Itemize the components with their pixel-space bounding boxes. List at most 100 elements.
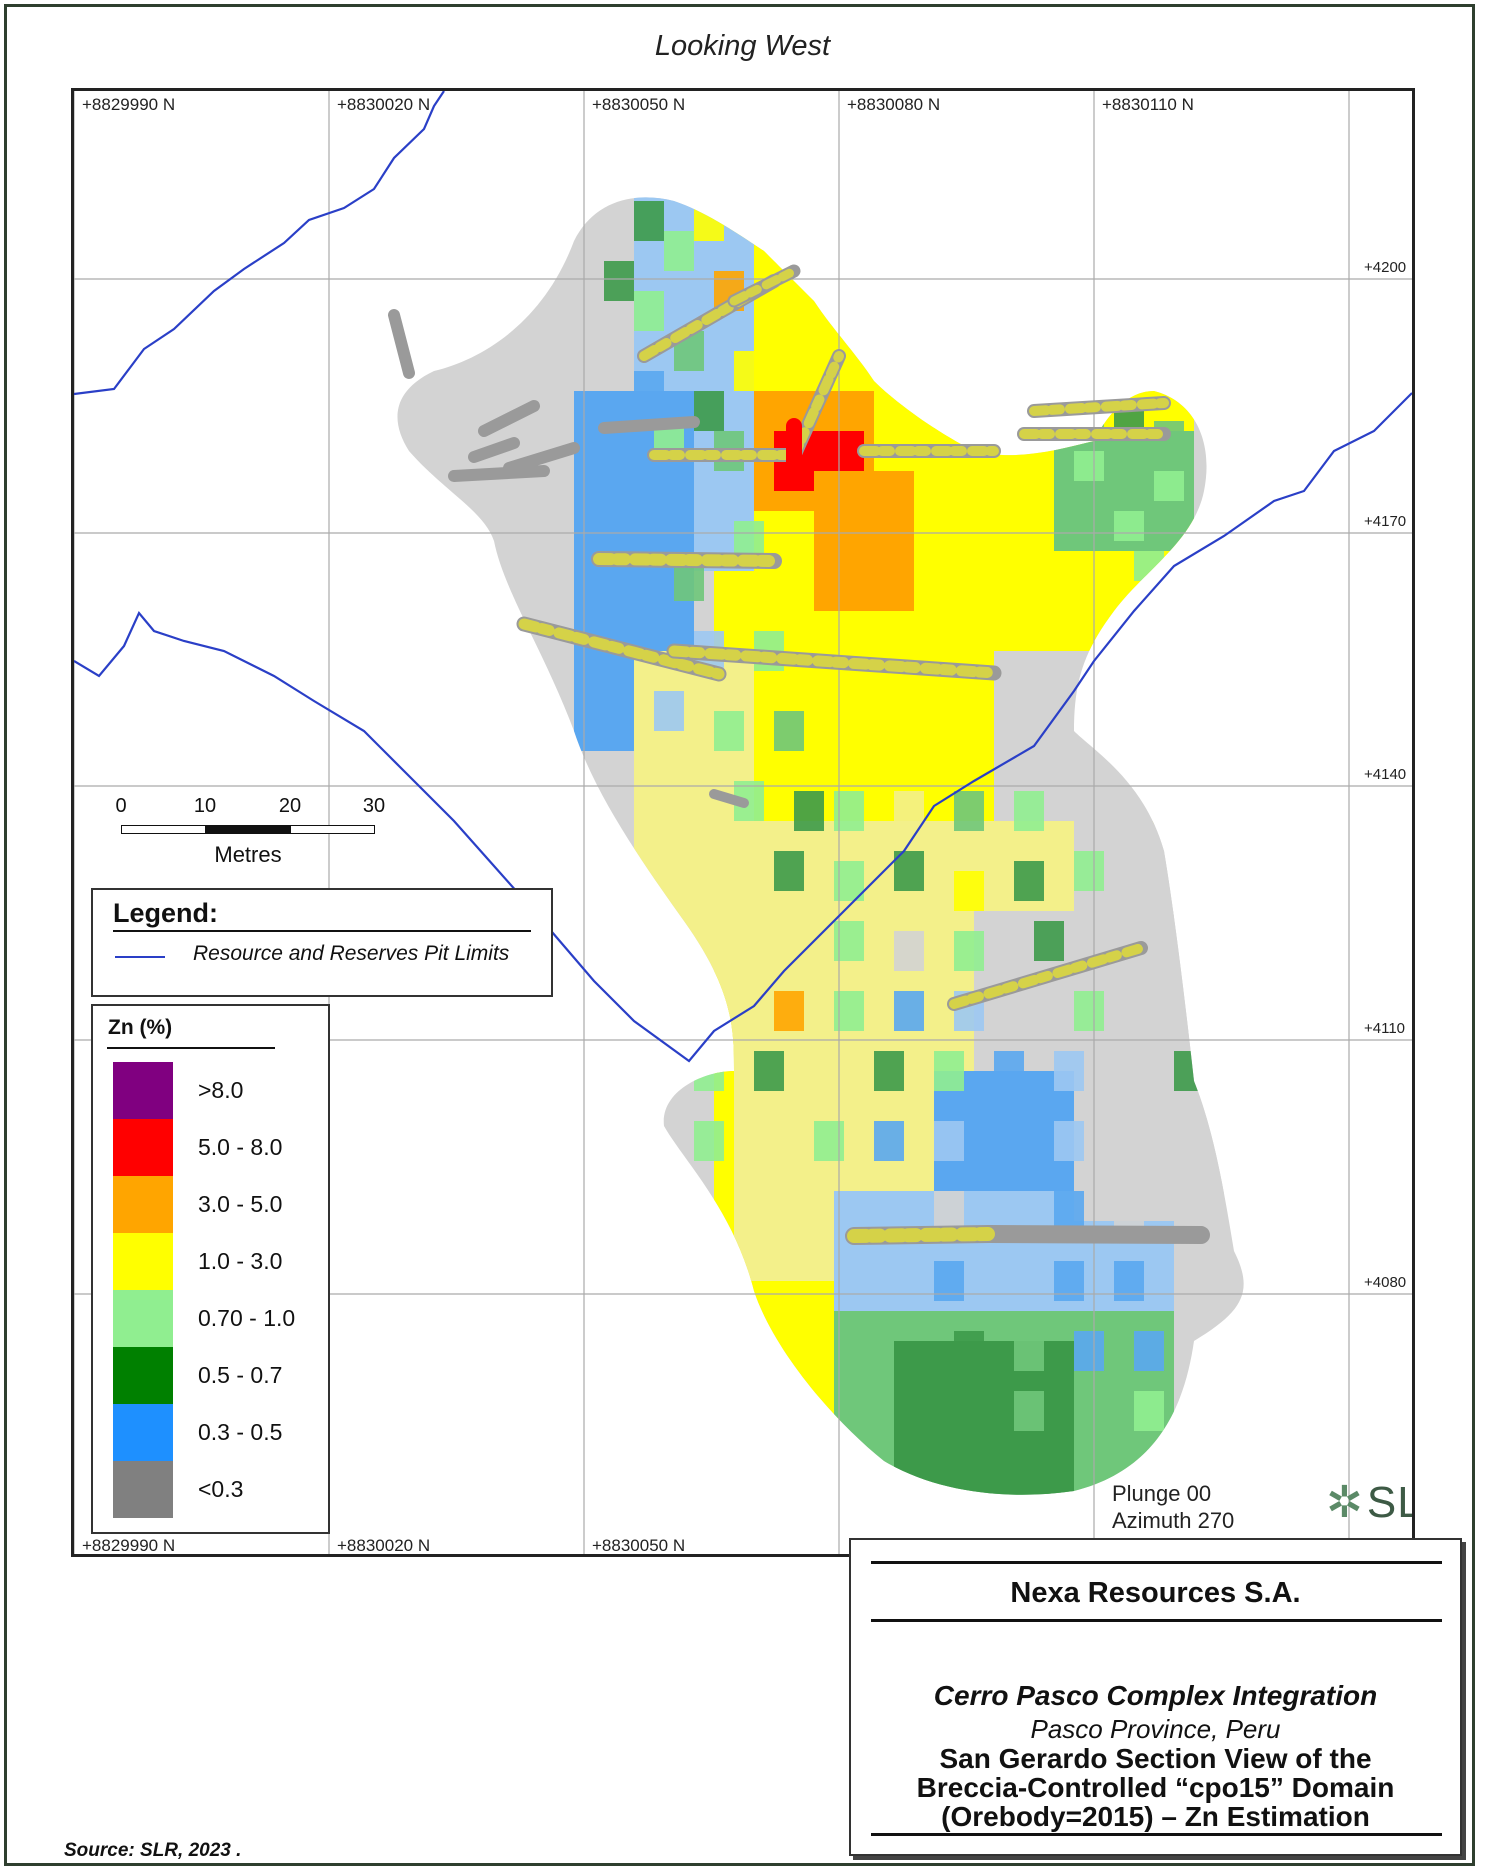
zn-legend-label: 0.5 - 0.7 <box>198 1362 283 1388</box>
zn-grade-legend: Zn (%) >8.0 5.0 - 8.0 3.0 - 5.0 1.0 - 3.0 0.… <box>91 1004 330 1534</box>
plunge-label: Plunge 00 <box>1112 1481 1212 1506</box>
block-cell <box>894 991 924 1031</box>
block-cell <box>774 991 804 1031</box>
block-cell <box>694 1051 724 1091</box>
block-cell <box>934 1191 964 1231</box>
zn-legend-divider <box>107 1047 275 1049</box>
drillhole <box>388 309 415 379</box>
drillhole-assay <box>729 266 799 306</box>
zn-legend-swatch <box>113 1119 173 1176</box>
scale-segment <box>290 825 375 834</box>
block-cell <box>1014 791 1044 831</box>
zn-legend-label: 5.0 - 8.0 <box>198 1134 283 1160</box>
zn-legend-label: >8.0 <box>198 1077 244 1103</box>
title-block-rule <box>871 1561 1442 1564</box>
block-cell <box>994 1261 1024 1301</box>
block-cell <box>954 931 984 971</box>
legend-title: Legend: <box>113 898 218 928</box>
block-cell <box>1114 1121 1144 1161</box>
block-cell <box>1134 1391 1164 1431</box>
pit-limit-lower <box>74 392 1412 1063</box>
zn-legend-swatch <box>113 1347 173 1404</box>
block-cell <box>934 1261 964 1301</box>
zn-legend-label: <0.3 <box>198 1476 244 1502</box>
block-cell <box>1054 1051 1084 1091</box>
zn-legend-label: 0.70 - 1.0 <box>198 1305 296 1331</box>
northing-label: +8830080 N <box>847 95 941 114</box>
figure-frame <box>4 4 1475 1866</box>
northing-label: +8830050 N <box>592 1536 686 1555</box>
block-cell <box>794 791 824 831</box>
block-cell <box>734 351 764 391</box>
zn-legend-label: 1.0 - 3.0 <box>198 1248 283 1274</box>
title-block-rule <box>871 1833 1442 1836</box>
source-note: Source: SLR, 2023 . <box>64 1840 242 1861</box>
block-cell <box>714 711 744 751</box>
scale-tick-label: 0 <box>115 795 127 817</box>
elevation-label: +4110 <box>1364 1020 1406 1037</box>
scale-tick-label: 20 <box>278 795 302 817</box>
drillhole <box>709 789 749 808</box>
zn-legend-row: 1.0 - 3.0 <box>113 1233 313 1290</box>
elevation-label: +4080 <box>1364 1274 1407 1291</box>
company-name: Nexa Resources S.A. <box>1010 1577 1301 1609</box>
block-cell <box>1074 451 1104 481</box>
azimuth-label: Azimuth 270 <box>1112 1508 1235 1533</box>
zn-legend-row: 0.3 - 0.5 <box>113 1404 313 1461</box>
block-cell <box>874 1191 904 1231</box>
block-cell <box>634 371 664 411</box>
block-cell <box>664 231 694 271</box>
drillhole <box>598 416 700 434</box>
zn-legend-title: Zn (%) <box>108 1016 173 1039</box>
northing-label: +8830020 N <box>337 1536 431 1555</box>
drillhole-assay <box>518 618 725 680</box>
legend-divider <box>113 930 531 932</box>
northing-label: +8829990 N <box>82 1536 176 1555</box>
scale-tick-label: 10 <box>193 795 217 817</box>
zn-legend-swatch <box>113 1404 173 1461</box>
block-cell <box>774 711 804 751</box>
pit-limit-legend-label: Resource and Reserves Pit Limits <box>193 942 510 965</box>
elevation-label: +4170 <box>1364 513 1407 530</box>
block-cell <box>1134 1331 1164 1371</box>
block-cell <box>654 691 684 731</box>
drillhole-assay <box>1029 398 1169 416</box>
zn-legend-swatch <box>113 1062 173 1119</box>
block-cell <box>1074 1331 1104 1371</box>
block-cell <box>1014 991 1044 1031</box>
block-cell <box>1154 471 1184 501</box>
zn-legend-row: >8.0 <box>113 1062 313 1119</box>
pit-limit-lines <box>74 91 1412 1063</box>
block-cell <box>1054 1191 1084 1231</box>
zn-legend-swatch <box>113 1290 173 1347</box>
zn-legend-swatch <box>113 1233 173 1290</box>
block-cell <box>1074 491 1104 521</box>
scale-unit-label: Metres <box>214 842 282 867</box>
block-cell <box>894 851 924 891</box>
zn-legend-label: 0.3 - 0.5 <box>198 1419 283 1445</box>
block-cell <box>874 1121 904 1161</box>
block-cell <box>894 791 924 831</box>
block-cell <box>1014 861 1044 901</box>
block-cell <box>774 921 804 961</box>
drillhole <box>468 437 520 463</box>
drillhole-assay <box>949 943 1146 1009</box>
northing-label: +8830110 N <box>1102 95 1194 114</box>
block-cell <box>674 771 704 811</box>
pit-limit-upper-left <box>74 91 445 396</box>
legend-box: Legend: Resource and Reserves Pit Limits <box>91 888 553 997</box>
block-cell <box>954 871 984 911</box>
slr-logo-text: SLR <box>1366 1478 1412 1527</box>
northing-label: +8830020 N <box>337 95 431 114</box>
block-cell <box>954 1331 984 1371</box>
block-cell <box>894 931 924 971</box>
zn-legend-row: 3.0 - 5.0 <box>113 1176 313 1233</box>
figure-title: San Gerardo Section View of the Breccia-… <box>851 1744 1460 1831</box>
elevation-label: +4200 <box>1364 259 1407 276</box>
block-cell <box>774 851 804 891</box>
drillhole <box>980 1225 1210 1244</box>
map-canvas <box>74 91 1412 1554</box>
block-cell <box>954 1391 984 1431</box>
project-location: Pasco Province, Peru <box>1030 1714 1281 1744</box>
drillhole <box>448 465 550 482</box>
